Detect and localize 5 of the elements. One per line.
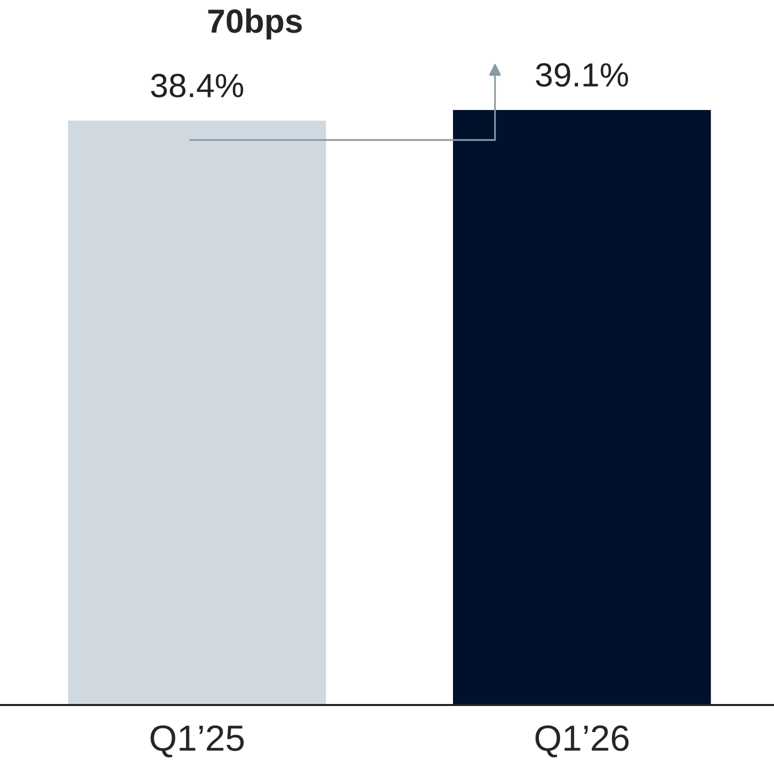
x-tick-label: Q1’26 [535, 725, 629, 758]
text: 70bps [208, 8, 302, 40]
data-label: 38.4% [151, 74, 244, 98]
data-label: 39.1% [536, 63, 628, 87]
x-tick-label: Q1’25 [150, 725, 244, 758]
